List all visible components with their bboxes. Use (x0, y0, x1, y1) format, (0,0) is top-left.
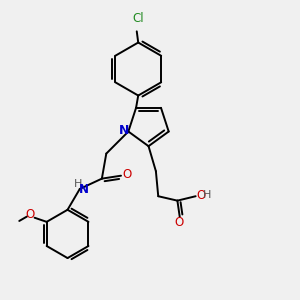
Text: O: O (122, 168, 131, 181)
Text: O: O (26, 208, 35, 221)
Text: O: O (175, 216, 184, 229)
Text: N: N (79, 183, 88, 196)
Text: H: H (74, 179, 82, 189)
Text: N: N (118, 124, 129, 137)
Text: O: O (196, 189, 205, 202)
Text: Cl: Cl (132, 12, 144, 26)
Text: H: H (202, 190, 211, 200)
